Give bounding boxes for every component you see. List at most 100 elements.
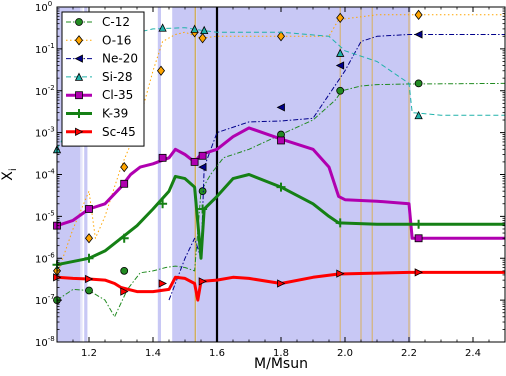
shaded-region — [157, 7, 161, 342]
data-point-si-28 — [190, 24, 199, 33]
y-tick-label: 10-6 — [35, 251, 55, 265]
data-point-c-12 — [336, 86, 345, 95]
data-point-ne-20 — [198, 162, 207, 172]
y-tick-label: 10-7 — [35, 293, 55, 307]
legend-marker-c-12 — [75, 18, 83, 26]
data-point-sc-45 — [85, 274, 94, 284]
data-point-cl-35 — [85, 205, 93, 213]
data-point-o-16 — [276, 31, 286, 42]
data-point-sc-45 — [158, 279, 167, 288]
data-point-cl-35 — [277, 136, 285, 145]
data-point-cl-35 — [190, 157, 199, 166]
y-tick-label: 10-4 — [35, 168, 55, 182]
x-axis-label: M/Msun — [254, 356, 308, 372]
y-tick-label: 10-3 — [35, 126, 55, 140]
data-point-o-16 — [414, 9, 423, 20]
y-tick-label: 10-8 — [35, 335, 55, 349]
shaded-region — [196, 7, 411, 342]
x-axis-ticks: 1.2 1.4 1.6 1.8 2.0 2.2 2.4 — [56, 7, 506, 359]
data-point-sc-45 — [198, 277, 207, 286]
data-point-si-28 — [414, 110, 423, 120]
legend-label-sc-45: Sc-45 — [102, 125, 136, 139]
data-point-o-16 — [198, 33, 207, 44]
legend-entry-sc-45: Sc-45 — [66, 125, 136, 139]
series-o-16 — [52, 9, 505, 277]
legend-entry-k-39: K-39 — [66, 107, 128, 121]
x-tick-label: 1.6 — [209, 348, 225, 359]
x-tick-label: 1.8 — [273, 348, 289, 359]
y-tick-label: 100 — [35, 0, 52, 14]
y-tick-label: 10-1 — [35, 42, 55, 56]
series-line-o-16 — [56, 14, 505, 276]
x-tick-label: 1.2 — [81, 348, 97, 359]
legend-label-k-39: K-39 — [102, 107, 128, 121]
x-tick-label: 1.4 — [145, 348, 161, 359]
shaded-regions — [57, 7, 411, 342]
series-line-ne-20 — [168, 34, 505, 301]
data-point-o-16 — [336, 12, 345, 24]
series-sc-45 — [53, 268, 505, 302]
y-axis-ticks: 10-8 10-7 10-6 10-5 10-4 10-3 10-2 10-1 100 — [35, 0, 505, 349]
legend-entry-cl-35: Cl-35 — [66, 88, 133, 102]
series-ne-20 — [168, 30, 505, 301]
data-point-si-28 — [336, 48, 345, 57]
legend-box — [61, 11, 145, 147]
series-line-k-39 — [56, 173, 505, 267]
data-point-ne-20 — [335, 61, 345, 70]
data-point-k-39 — [84, 253, 94, 263]
shaded-region — [172, 7, 195, 342]
data-point-k-39 — [119, 233, 129, 243]
data-point-cl-35 — [120, 179, 129, 188]
data-point-si-28 — [158, 23, 167, 32]
data-point-ne-20 — [276, 103, 285, 112]
y-axis-label: Xi — [0, 168, 19, 180]
data-point-sc-45 — [336, 269, 345, 278]
data-point-k-39 — [276, 182, 286, 192]
shaded-region — [84, 7, 88, 342]
legend-label-si-28: Si-28 — [102, 70, 133, 84]
legend: C-12 O-16 Ne-20 Si-28 Cl-35 K-39 Sc-45 — [61, 11, 145, 147]
x-tick-label: 2.4 — [465, 348, 481, 359]
legend-marker-k-39 — [74, 109, 84, 118]
data-point-c-12 — [414, 79, 423, 88]
legend-marker-sc-45 — [75, 127, 84, 136]
data-point-sc-45 — [277, 279, 286, 288]
data-point-o-16 — [156, 65, 166, 76]
legend-entry-si-28: Si-28 — [66, 70, 133, 84]
y-tick-label: 10-2 — [35, 84, 55, 98]
data-point-c-12 — [85, 286, 93, 295]
legend-label-c-12: C-12 — [102, 15, 130, 29]
data-point-k-39 — [198, 204, 208, 214]
legend-entry-ne-20: Ne-20 — [66, 52, 138, 66]
legend-label-cl-35: Cl-35 — [102, 88, 133, 102]
legend-marker-ne-20 — [74, 54, 83, 63]
data-point-o-16 — [84, 233, 94, 244]
data-point-o-16 — [120, 161, 129, 173]
data-point-k-39 — [335, 218, 345, 228]
series-line-c-12 — [56, 82, 506, 318]
y-tick-label: 10-5 — [35, 209, 55, 223]
shaded-region — [80, 7, 83, 342]
data-point-sc-45 — [120, 287, 129, 296]
x-tick-label: 2.2 — [401, 348, 417, 359]
legend-label-ne-20: Ne-20 — [102, 52, 138, 66]
data-point-si-28 — [200, 25, 209, 35]
legend-label-o-16: O-16 — [102, 33, 131, 47]
legend-entry-o-16: O-16 — [66, 33, 131, 47]
series-layer — [52, 9, 506, 318]
legend-marker-si-28 — [74, 72, 84, 81]
data-point-k-39 — [414, 219, 424, 229]
data-point-k-39 — [158, 199, 168, 209]
data-point-sc-45 — [414, 268, 423, 277]
legend-entry-c-12: C-12 — [66, 15, 130, 29]
legend-marker-cl-35 — [75, 91, 83, 100]
data-point-cl-35 — [414, 234, 423, 243]
data-point-cl-35 — [198, 151, 207, 160]
data-point-ne-20 — [414, 30, 423, 39]
data-point-c-12 — [198, 187, 207, 196]
x-tick-label: 2.0 — [337, 348, 353, 359]
series-line-sc-45 — [56, 270, 505, 302]
legend-marker-o-16 — [74, 35, 84, 46]
data-point-cl-35 — [158, 153, 167, 162]
